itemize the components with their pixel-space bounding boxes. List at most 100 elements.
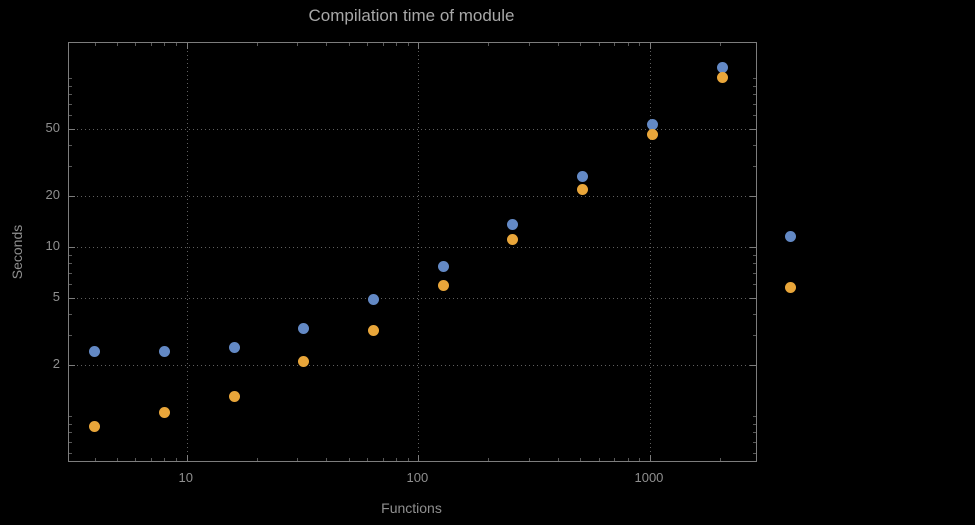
minor-tick-y — [69, 432, 72, 434]
minor-tick-x — [94, 43, 96, 46]
major-tick-y-5 — [750, 297, 756, 299]
minor-tick-y — [753, 94, 756, 96]
minor-tick-y — [753, 415, 756, 417]
major-tick-y-10 — [750, 246, 756, 248]
gridline-x-1000 — [649, 43, 651, 461]
y-tick-label-2: 2 — [52, 355, 60, 371]
point-orange-16 — [228, 391, 240, 403]
minor-tick-y — [69, 335, 72, 337]
minor-tick-x — [326, 458, 328, 461]
x-tick-label-100: 100 — [406, 470, 429, 485]
minor-tick-x — [639, 458, 641, 461]
point-blue-8 — [158, 346, 170, 358]
minor-tick-y — [753, 115, 756, 117]
minor-tick-x — [176, 458, 178, 461]
minor-tick-x — [557, 458, 559, 461]
point-orange-64 — [367, 324, 379, 336]
minor-tick-x — [382, 458, 384, 461]
minor-tick-y — [69, 85, 72, 87]
plot-area — [68, 42, 757, 462]
minor-tick-x — [639, 43, 641, 46]
x-tick-label-10: 10 — [178, 470, 194, 485]
minor-tick-y — [69, 145, 72, 147]
y-tick-label-50: 50 — [45, 119, 60, 135]
major-tick-y-5 — [69, 297, 75, 299]
minor-tick-x — [719, 458, 721, 461]
point-orange-4 — [89, 420, 101, 432]
minor-tick-y — [69, 314, 72, 316]
minor-tick-y — [753, 273, 756, 275]
minor-tick-x — [488, 43, 490, 46]
y-tick-label-10: 10 — [45, 237, 60, 253]
gridline-y-50 — [69, 128, 756, 130]
minor-tick-x — [598, 43, 600, 46]
minor-tick-x — [557, 43, 559, 46]
minor-tick-x — [348, 458, 350, 461]
minor-tick-y — [753, 85, 756, 87]
minor-tick-x — [580, 458, 582, 461]
minor-tick-x — [94, 458, 96, 461]
minor-tick-x — [488, 458, 490, 461]
minor-tick-y — [69, 441, 72, 443]
point-orange-512 — [577, 183, 589, 195]
x-axis-label: Functions — [381, 500, 442, 516]
gridline-y-2 — [69, 364, 756, 366]
minor-tick-y — [69, 273, 72, 275]
point-blue-64 — [367, 293, 379, 305]
point-orange-256 — [507, 234, 519, 246]
major-tick-y-10 — [69, 246, 75, 248]
minor-tick-x — [627, 43, 629, 46]
minor-tick-x — [348, 43, 350, 46]
minor-tick-y — [753, 314, 756, 316]
point-blue-256 — [507, 219, 519, 231]
gridline-x-100 — [418, 43, 420, 461]
minor-tick-x — [395, 458, 397, 461]
minor-tick-x — [580, 43, 582, 46]
minor-tick-x — [528, 458, 530, 461]
gridline-x-10 — [186, 43, 188, 461]
minor-tick-x — [256, 43, 258, 46]
point-orange-8 — [158, 406, 170, 418]
minor-tick-y — [69, 104, 72, 106]
minor-tick-y — [753, 263, 756, 265]
point-blue-1024 — [646, 119, 658, 131]
major-tick-y-20 — [750, 196, 756, 197]
chart-title: Compilation time of module — [308, 6, 515, 25]
minor-tick-y — [753, 335, 756, 337]
minor-tick-x — [150, 43, 152, 46]
major-tick-y-2 — [69, 364, 75, 366]
minor-tick-y — [69, 453, 72, 455]
point-blue-4 — [89, 346, 101, 358]
y-tick-label-20: 20 — [45, 187, 60, 202]
major-tick-x-100 — [418, 455, 420, 461]
minor-tick-y — [753, 284, 756, 286]
point-blue-32 — [298, 322, 310, 334]
minor-tick-y — [753, 254, 756, 256]
minor-tick-y — [753, 432, 756, 434]
point-orange-32 — [298, 355, 310, 367]
minor-tick-x — [719, 43, 721, 46]
minor-tick-x — [164, 458, 166, 461]
point-blue-2048 — [716, 62, 728, 74]
major-tick-y-50 — [69, 128, 75, 130]
point-orange-2048 — [716, 72, 728, 84]
minor-tick-x — [367, 458, 368, 461]
gridline-y-5 — [69, 297, 756, 299]
minor-tick-y — [69, 263, 72, 265]
major-tick-y-2 — [750, 364, 756, 366]
major-tick-x-1000 — [649, 455, 651, 461]
minor-tick-y — [753, 166, 756, 168]
legend-marker-orange — [784, 281, 796, 293]
minor-tick-x — [614, 458, 616, 461]
minor-tick-y — [69, 284, 72, 286]
minor-tick-y — [753, 77, 756, 79]
minor-tick-y — [69, 423, 72, 425]
minor-tick-x — [407, 43, 409, 46]
minor-tick-y — [753, 104, 756, 106]
minor-tick-x — [164, 43, 166, 46]
minor-tick-y — [69, 415, 72, 417]
minor-tick-x — [297, 43, 299, 46]
minor-tick-y — [753, 423, 756, 425]
minor-tick-y — [69, 77, 72, 79]
point-orange-1024 — [646, 129, 658, 141]
